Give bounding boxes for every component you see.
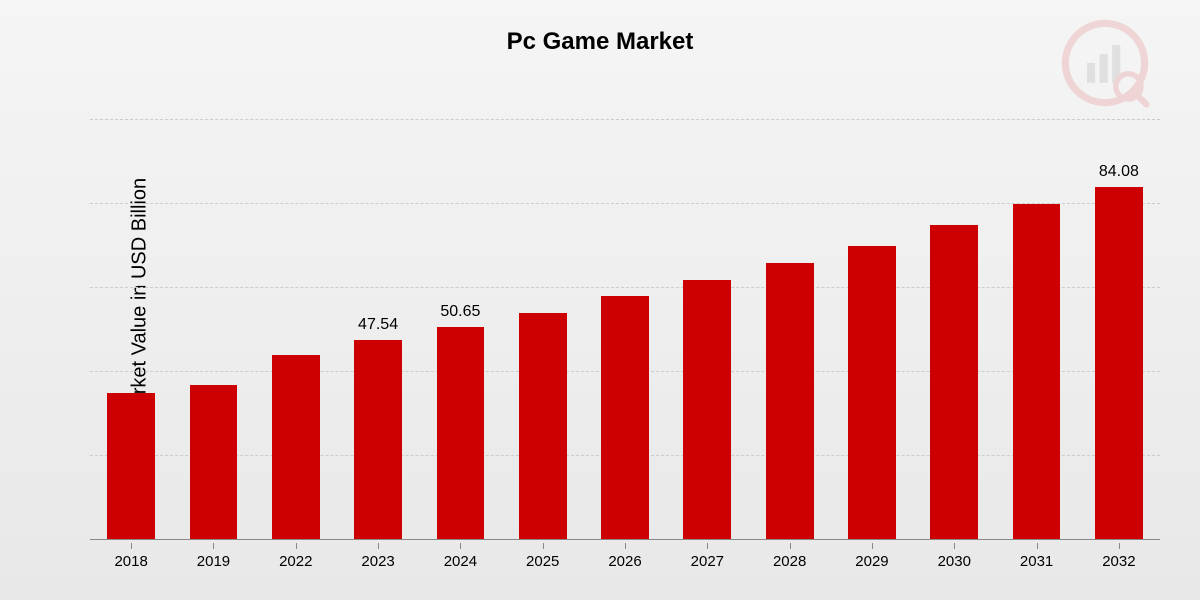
bar <box>107 393 155 540</box>
bar-slot <box>584 120 666 540</box>
x-tick-label: 2022 <box>255 553 337 570</box>
bar-value-label: 47.54 <box>358 316 398 334</box>
bar <box>848 246 896 540</box>
x-tick-label: 2030 <box>913 553 995 570</box>
bars-container: 47.54 50.65 84.08 <box>90 120 1160 540</box>
x-tick-label: 2027 <box>666 553 748 570</box>
bar-slot <box>995 120 1077 540</box>
bar: 50.65 <box>437 327 485 540</box>
bar-slot <box>913 120 995 540</box>
bar-slot <box>502 120 584 540</box>
bar: 47.54 <box>354 340 402 540</box>
watermark-logo-icon <box>1060 18 1150 108</box>
bar-value-label: 50.65 <box>440 303 480 321</box>
plot-area: 47.54 50.65 84.08 <box>90 120 1160 540</box>
x-tick-label: 2023 <box>337 553 419 570</box>
chart-title: Pc Game Market <box>0 28 1200 56</box>
bar-slot: 84.08 <box>1078 120 1160 540</box>
x-tick-label: 2032 <box>1078 553 1160 570</box>
bar-slot <box>831 120 913 540</box>
bar <box>930 225 978 540</box>
bar <box>190 385 238 540</box>
bar <box>1013 204 1061 540</box>
x-tick-label: 2024 <box>419 553 501 570</box>
x-tick-label: 2031 <box>995 553 1077 570</box>
bar-slot <box>749 120 831 540</box>
bar <box>519 313 567 540</box>
bar-slot <box>666 120 748 540</box>
bar-slot: 47.54 <box>337 120 419 540</box>
x-axis-line <box>90 539 1160 540</box>
bar <box>766 263 814 540</box>
bar-slot <box>255 120 337 540</box>
bar-slot <box>172 120 254 540</box>
bar-slot <box>90 120 172 540</box>
x-tick-label: 2019 <box>172 553 254 570</box>
bar-slot: 50.65 <box>419 120 501 540</box>
bar: 84.08 <box>1095 187 1143 540</box>
bar <box>601 296 649 540</box>
x-tick-label: 2028 <box>749 553 831 570</box>
bar-value-label: 84.08 <box>1099 163 1139 181</box>
x-tick-label: 2025 <box>502 553 584 570</box>
bar <box>683 280 731 540</box>
x-tick-label: 2029 <box>831 553 913 570</box>
x-tick-label: 2026 <box>584 553 666 570</box>
x-tick-label: 2018 <box>90 553 172 570</box>
bar <box>272 355 320 540</box>
x-axis-ticks: 2018201920222023202420252026202720282029… <box>90 553 1160 570</box>
